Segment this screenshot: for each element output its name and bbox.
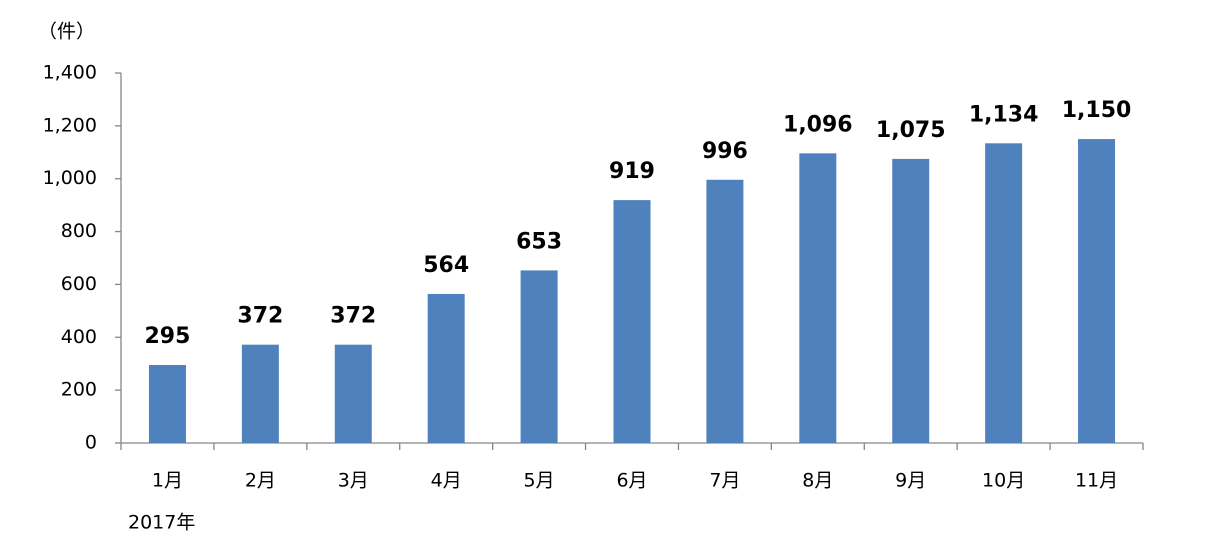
value-label: 295: [144, 324, 190, 349]
y-axis-unit: （件）: [38, 21, 95, 43]
y-tick-label: 1,400: [43, 62, 97, 84]
x-tick-label: 10月: [982, 470, 1025, 492]
x-tick-label: 3月: [338, 470, 369, 492]
bar: [427, 293, 465, 443]
bar: [799, 153, 837, 444]
value-label: 996: [702, 139, 748, 164]
x-tick-label: 5月: [524, 470, 555, 492]
bar: [334, 344, 372, 443]
year-annotation: 2017年: [128, 512, 195, 534]
bar: [1078, 139, 1116, 444]
value-label: 1,150: [1062, 98, 1132, 123]
x-tick-label: 8月: [802, 470, 833, 492]
value-label: 653: [516, 229, 562, 254]
y-tick-label: 800: [61, 220, 97, 242]
value-label: 372: [237, 304, 283, 329]
y-tick-label: 0: [85, 432, 97, 454]
y-tick-label: 600: [61, 273, 97, 295]
x-tick-label: 11月: [1075, 470, 1118, 492]
x-tick-label: 7月: [709, 470, 740, 492]
value-label: 564: [423, 253, 469, 278]
bar: [985, 143, 1023, 444]
value-label: 919: [609, 159, 655, 184]
y-tick-label: 400: [61, 326, 97, 348]
x-tick-label: 9月: [895, 470, 926, 492]
value-label: 372: [330, 304, 376, 329]
x-tick-label: 2月: [245, 470, 276, 492]
bar: [706, 179, 744, 443]
x-tick-label: 1月: [152, 470, 183, 492]
y-tick-label: 1,200: [43, 114, 97, 136]
value-label: 1,096: [783, 112, 853, 137]
bar: [613, 200, 651, 443]
value-label: 1,134: [969, 102, 1039, 127]
y-tick-label: 1,000: [43, 167, 97, 189]
bar: [892, 158, 930, 443]
bar: [148, 365, 186, 443]
x-tick-label: 6月: [616, 470, 647, 492]
x-tick-label: 4月: [431, 470, 462, 492]
bar: [241, 344, 279, 443]
value-label: 1,075: [876, 118, 946, 143]
y-tick-label: 200: [61, 379, 97, 401]
bar: [520, 270, 558, 443]
